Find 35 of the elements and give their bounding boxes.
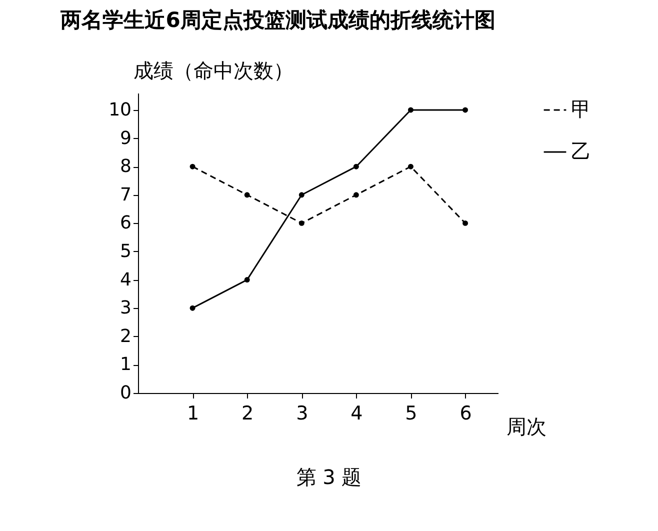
y-tick-label: 4 (120, 269, 132, 290)
y-tick-label: 1 (120, 354, 132, 376)
point (298, 192, 304, 198)
legend-label: 甲 (571, 97, 591, 121)
legend-label: 乙 (571, 139, 591, 163)
point (408, 164, 414, 170)
y-tick-label: 0 (120, 382, 132, 404)
text: 第 3 题 (295, 464, 363, 491)
point (353, 164, 359, 170)
x-tick-label: 6 (460, 402, 472, 424)
y-axis-title: 成绩（命中次数） (134, 58, 294, 82)
y-tick-label: 5 (120, 240, 132, 262)
x-tick-label: 4 (350, 402, 363, 424)
point (462, 220, 468, 226)
point (244, 277, 250, 283)
point (190, 305, 196, 311)
y-tick-label: 7 (120, 184, 132, 206)
point (353, 192, 359, 198)
point (462, 107, 468, 113)
x-tick-label: 3 (296, 402, 308, 424)
x-tick-label: 1 (187, 402, 200, 424)
x-tick-label: 2 (242, 402, 254, 424)
x-axis-title: 周次 (506, 414, 546, 438)
y-tick-label: 6 (120, 212, 132, 234)
point (408, 107, 414, 113)
y-tick-label: 2 (120, 326, 132, 347)
y-tick-label: 10 (108, 99, 132, 120)
x-tick-label: 5 (405, 402, 418, 424)
chart-title: 两名学生近6周定点投篮测试成绩的折线统计图 (60, 8, 496, 32)
y-tick-label: 3 (120, 298, 132, 319)
y-tick-label: 8 (120, 156, 132, 178)
point (190, 164, 196, 170)
point (244, 192, 250, 198)
y-tick-label: 9 (120, 128, 132, 149)
point (298, 220, 304, 226)
